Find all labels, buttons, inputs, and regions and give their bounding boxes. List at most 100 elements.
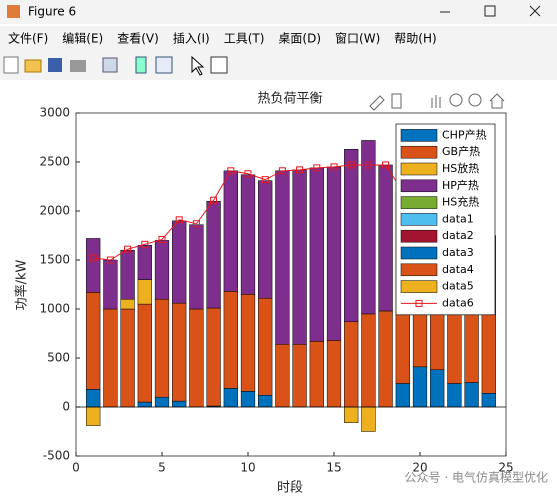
home-icon[interactable] [489,93,505,109]
y-tick-label: 1500 [39,253,70,267]
bar [412,308,428,368]
print-icon[interactable] [70,60,86,72]
datatip-icon[interactable] [391,93,402,109]
menu-item[interactable]: 工具(T) [224,32,265,46]
menu-item[interactable]: 插入(I) [173,32,210,46]
zoom-out-icon[interactable] [468,93,482,107]
legend-label: data5 [442,280,474,293]
bar [223,291,238,389]
maximize-button[interactable] [484,5,496,17]
bar [326,166,342,341]
bar [378,310,393,408]
marker [278,167,286,175]
bar [344,149,359,322]
x-tick-label: 25 [498,461,513,475]
pan-icon[interactable] [431,95,441,108]
toolbar-icons [3,55,228,76]
legend-swatch [400,213,438,226]
menu-item[interactable]: 帮助(H) [394,32,436,46]
bar [223,388,238,408]
bar [120,249,135,300]
bar [481,308,496,394]
y-axis-label: 功率/kW [14,259,30,310]
y-tick-label: 3000 [39,106,70,120]
bar [292,169,307,345]
bar [430,308,445,371]
bar [172,220,187,304]
marker [175,216,183,224]
bar [292,344,307,408]
bar [154,240,170,300]
bar [326,340,342,408]
marker [192,220,200,228]
bar [137,401,152,408]
bar [344,321,359,408]
legend-label: data6 [442,296,474,309]
legend-label: data1 [442,212,474,225]
bar [361,406,376,432]
bar [464,382,479,408]
menu-item[interactable]: 查看(V) [117,32,159,46]
bar [258,180,273,299]
title-bar [0,0,557,24]
y-tick-label: 2000 [39,204,70,218]
bar [103,259,118,310]
legend-icon[interactable] [155,56,173,74]
colorbar-icon[interactable] [135,56,147,74]
bar [86,389,101,408]
marker [210,196,218,204]
bar [258,394,273,408]
marker [364,161,372,169]
legend-swatch [400,263,438,277]
bar [86,238,101,293]
bar [86,406,101,426]
marker [347,161,355,169]
y-tick-label: 0 [62,400,70,414]
marker [313,164,321,172]
x-tick-label: 5 [158,461,166,475]
toolbar [0,50,557,80]
legend-swatch [400,179,438,193]
menu-item[interactable]: 桌面(D) [278,32,321,46]
y-tick-label: 500 [47,351,70,365]
bar [258,297,273,396]
bar [206,200,221,309]
property-icon[interactable] [210,56,228,74]
bar [481,393,496,408]
bar [137,303,152,403]
bar [344,406,359,423]
legend-swatch [400,229,438,243]
bar [412,366,428,408]
close-button[interactable] [529,5,541,17]
brush-icon[interactable] [369,95,385,111]
bar [395,383,410,408]
save-icon[interactable] [48,58,62,72]
legend-label: HS充热 [442,195,479,209]
bar [309,341,324,408]
bar [189,308,204,408]
legend-swatch [415,299,423,307]
x-axis-label: 时段 [277,481,303,496]
open-icon[interactable] [24,59,42,73]
bar [172,302,187,402]
menu-item[interactable]: 编辑(E) [62,31,103,46]
new-icon[interactable] [3,56,19,74]
marker [382,161,390,169]
link-icon[interactable] [102,57,118,73]
marker [124,245,132,253]
pointer-icon[interactable] [191,55,205,76]
menu-item[interactable]: 窗口(W) [335,32,380,46]
zoom-in-icon[interactable] [449,93,463,107]
marker [261,176,269,184]
bar [240,391,256,408]
legend-label: CHP产热 [442,127,487,141]
y-tick-label: 2500 [39,155,70,169]
bar [154,396,170,408]
marker [89,254,97,262]
marker [296,166,304,174]
bar [223,170,238,292]
bar [206,307,221,407]
bar [361,313,376,408]
menu-item[interactable]: 文件(F) [8,31,48,46]
